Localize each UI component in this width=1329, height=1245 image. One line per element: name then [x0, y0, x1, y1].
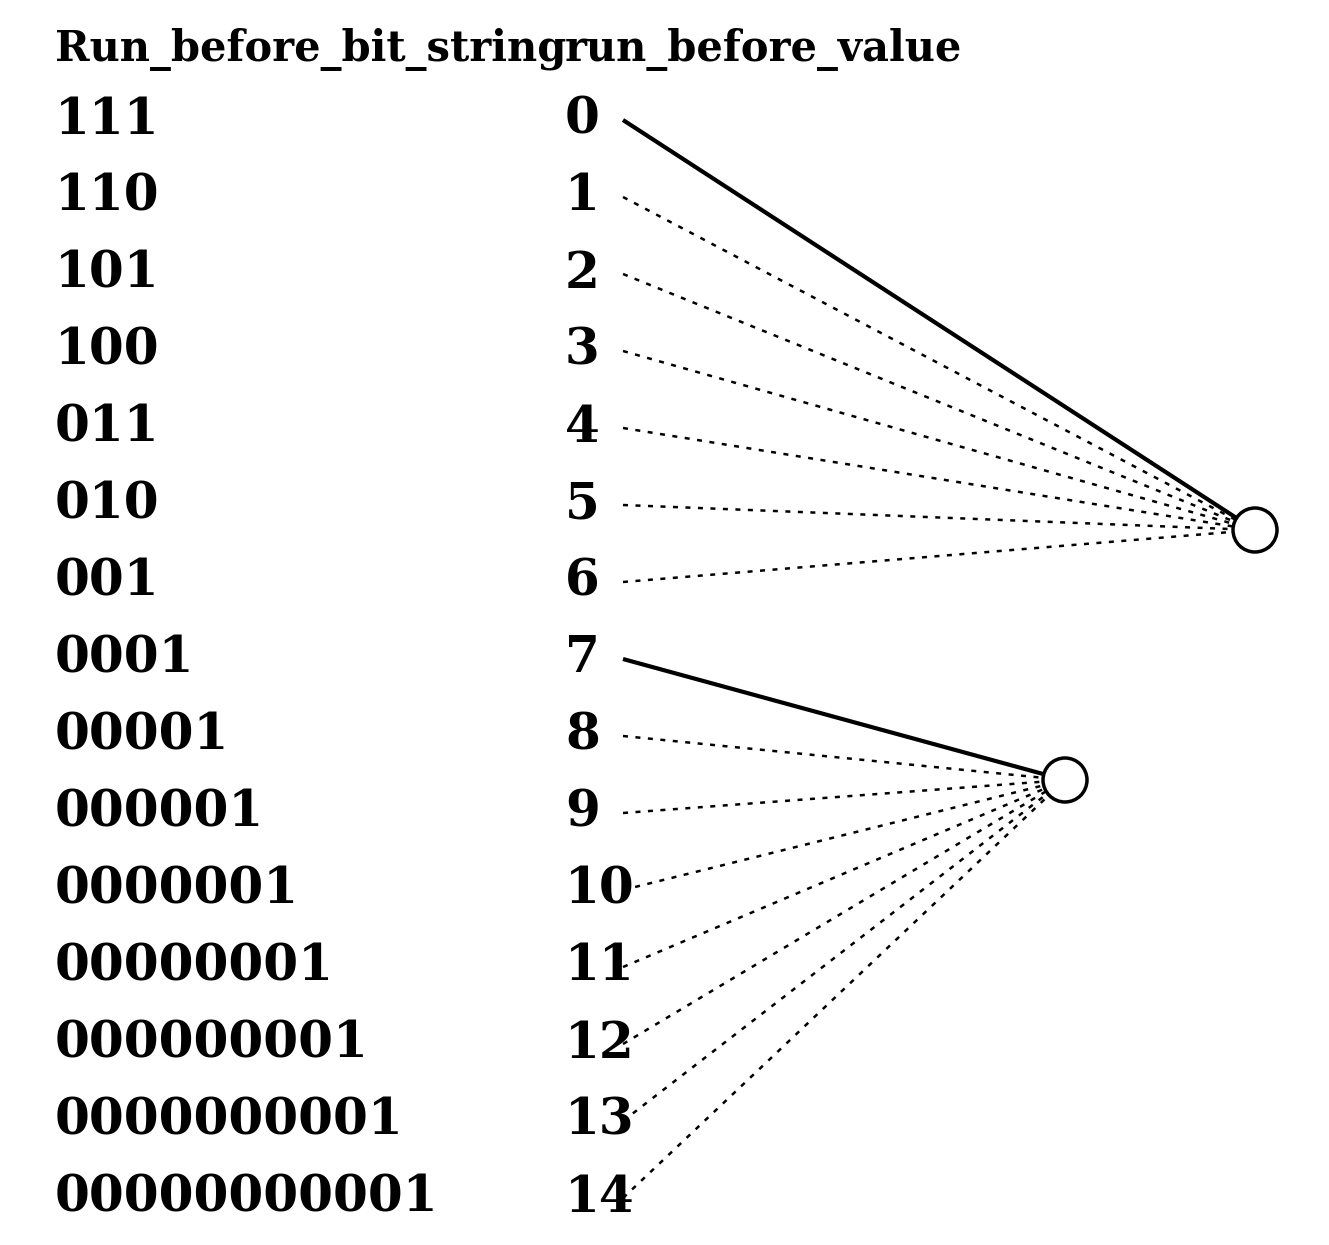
Text: 111: 111	[54, 96, 159, 144]
Text: 00001: 00001	[54, 711, 230, 761]
Text: 00000000001: 00000000001	[54, 1174, 439, 1223]
Text: 011: 011	[54, 403, 159, 452]
Text: 101: 101	[54, 249, 159, 299]
Text: Run_before_bit_string: Run_before_bit_string	[54, 27, 566, 71]
Text: 0: 0	[565, 96, 599, 144]
Text: 11: 11	[565, 942, 635, 991]
Text: 100: 100	[54, 326, 159, 376]
Text: 010: 010	[54, 481, 159, 529]
Text: 6: 6	[565, 558, 599, 606]
Text: 000001: 000001	[54, 788, 264, 838]
Text: 14: 14	[565, 1174, 635, 1223]
Text: 0000000001: 0000000001	[54, 1097, 404, 1145]
Text: 0000001: 0000001	[54, 865, 299, 915]
Text: 2: 2	[565, 249, 599, 299]
Text: 0001: 0001	[54, 635, 194, 684]
Text: 9: 9	[565, 788, 599, 838]
Text: 5: 5	[565, 481, 599, 529]
Text: 000000001: 000000001	[54, 1020, 369, 1068]
Text: 4: 4	[565, 403, 599, 452]
Text: run_before_value: run_before_value	[565, 27, 962, 71]
Text: 110: 110	[54, 173, 159, 222]
Text: 7: 7	[565, 635, 599, 684]
Text: 12: 12	[565, 1020, 635, 1068]
Text: 1: 1	[565, 173, 599, 222]
Text: 3: 3	[565, 326, 599, 376]
Text: 001: 001	[54, 558, 159, 606]
Text: 13: 13	[565, 1097, 635, 1145]
Text: 8: 8	[565, 711, 599, 761]
Circle shape	[1043, 758, 1087, 802]
Circle shape	[1233, 508, 1277, 552]
Text: 10: 10	[565, 865, 635, 915]
Text: 00000001: 00000001	[54, 942, 334, 991]
